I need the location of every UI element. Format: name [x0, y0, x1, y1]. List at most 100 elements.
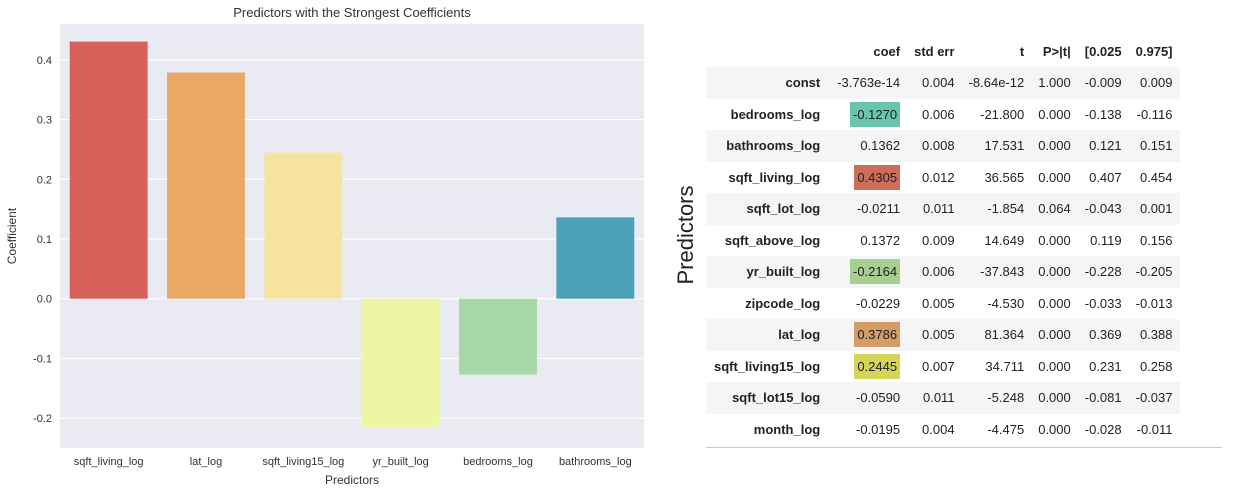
- regression-table: coef std err t P>|t| [0.025 0.975] const…: [706, 36, 1180, 445]
- t-cell: -37.843: [980, 264, 1025, 280]
- x-tick-label: bathrooms_log: [559, 456, 632, 468]
- coef-highlight: -0.2164: [850, 259, 901, 285]
- p-value-cell: 0.000: [1038, 138, 1071, 154]
- std-err-cell: 0.012: [922, 169, 955, 185]
- plot-area: [60, 24, 644, 448]
- table-row: lat_log 0.3786 0.005 81.364 0.000 0.369 0.388: [706, 319, 1180, 351]
- table-row: const -3.763e-14 0.004 -8.64e-12 1.000 -0.009…: [706, 67, 1180, 99]
- col-header-p: P>|t|: [1042, 44, 1071, 59]
- coef-highlight: 0.4305: [854, 164, 901, 190]
- x-tick-label: yr_built_log: [373, 456, 429, 468]
- col-header-t: t: [1019, 44, 1025, 59]
- table-side-label: Predictors: [673, 185, 698, 285]
- coef-cell: -0.0229: [856, 295, 901, 311]
- p-value-cell: 0.064: [1038, 201, 1071, 217]
- coef-cell: -0.0590: [856, 390, 901, 406]
- p-value-cell: 0.000: [1038, 358, 1071, 374]
- std-err-cell: 0.011: [922, 390, 955, 406]
- y-axis-label: Coefficient: [5, 207, 19, 264]
- row-name: sqft_lot15_log: [732, 390, 821, 406]
- col-header-std-err: std err: [914, 44, 955, 59]
- coef-cell: 0.2445: [830, 351, 907, 383]
- x-axis-label: Predictors: [325, 473, 379, 487]
- ci-low-cell: -0.081: [1084, 390, 1122, 406]
- table-row: sqft_living_log 0.4305 0.012 36.565 0.000 0.4…: [706, 161, 1180, 193]
- ci-high-cell: 0.454: [1139, 169, 1173, 185]
- y-tick-label: 0.1: [37, 234, 52, 246]
- table-row: yr_built_log -0.2164 0.006 -37.843 0.000 -0.2…: [706, 256, 1180, 288]
- t-cell: 34.711: [985, 358, 1025, 374]
- col-header-coef: coef: [873, 44, 901, 59]
- ci-high-cell: -0.013: [1135, 295, 1173, 311]
- table-row: zipcode_log -0.0229 0.005 -4.530 0.000 -0.033…: [706, 287, 1180, 319]
- t-cell: 17.531: [984, 138, 1025, 154]
- table-row: sqft_lot15_log -0.0590 0.011 -5.248 0.000 -0.…: [706, 382, 1180, 414]
- y-tick-label: -0.2: [33, 413, 52, 425]
- coef-cell: -0.0195: [856, 421, 901, 437]
- std-err-cell: 0.008: [922, 138, 955, 154]
- row-name: sqft_living_log: [728, 169, 821, 185]
- std-err-cell: 0.005: [922, 295, 955, 311]
- x-tick-label: bedrooms_log: [463, 456, 533, 468]
- bar-bedrooms-log: [459, 298, 537, 375]
- y-tick-label: -0.1: [33, 353, 52, 365]
- ci-low-cell: 0.119: [1090, 232, 1122, 248]
- table-bottom-border: [706, 447, 1222, 448]
- ci-low-cell: -0.033: [1084, 295, 1122, 311]
- ci-low-cell: -0.138: [1084, 106, 1122, 122]
- t-cell: -4.530: [987, 295, 1025, 311]
- table-row: bedrooms_log -0.1270 0.006 -21.800 0.000 -0.1…: [706, 98, 1180, 131]
- row-name: bathrooms_log: [726, 138, 821, 154]
- row-name: sqft_above_log: [724, 232, 821, 248]
- t-cell: -5.248: [987, 390, 1025, 406]
- std-err-cell: 0.007: [922, 358, 955, 374]
- row-name: lat_log: [778, 327, 821, 343]
- ci-high-cell: -0.116: [1136, 106, 1173, 122]
- coef-cell: -0.1270: [830, 99, 907, 131]
- ci-high-cell: 0.258: [1139, 358, 1173, 374]
- ci-low-cell: 0.231: [1089, 358, 1122, 374]
- y-tick-label: 0.0: [37, 294, 52, 306]
- ci-low-cell: 0.369: [1089, 327, 1122, 343]
- p-value-cell: 0.000: [1038, 327, 1071, 343]
- ci-high-cell: 0.388: [1139, 327, 1173, 343]
- std-err-cell: 0.006: [922, 264, 955, 280]
- t-cell: -1.854: [987, 201, 1025, 217]
- coef-cell: 0.3786: [830, 319, 907, 351]
- coef-cell: -0.2164: [830, 256, 907, 288]
- ci-high-cell: 0.151: [1139, 138, 1173, 154]
- p-value-cell: 0.000: [1038, 390, 1071, 406]
- bar-yr-built-log: [361, 298, 440, 428]
- coef-cell: 0.1372: [860, 232, 901, 248]
- row-name: month_log: [753, 421, 821, 437]
- coef-highlight: -0.1270: [850, 101, 901, 127]
- ci-low-cell: -0.228: [1084, 264, 1122, 280]
- col-header-name: [706, 36, 830, 67]
- std-err-cell: 0.009: [922, 232, 955, 248]
- ci-high-cell: 0.009: [1139, 75, 1173, 91]
- x-tick-label: lat_log: [190, 456, 222, 468]
- chart-title: Predictors with the Strongest Coefficien…: [233, 5, 471, 20]
- y-tick-label: 0.2: [37, 174, 52, 186]
- ci-low-cell: -0.009: [1084, 75, 1122, 91]
- coef-cell: -3.763e-14: [837, 75, 901, 91]
- ci-low-cell: -0.028: [1084, 421, 1122, 437]
- ci-low-cell: -0.043: [1084, 201, 1122, 217]
- ci-low-cell: 0.407: [1089, 169, 1122, 185]
- y-tick-label: 0.3: [37, 115, 52, 127]
- table-row: sqft_above_log 0.1372 0.009 14.649 0.000 0.11…: [706, 224, 1180, 256]
- p-value-cell: 0.000: [1038, 295, 1071, 311]
- coef-cell: 0.1362: [860, 138, 901, 154]
- p-value-cell: 0.000: [1038, 421, 1071, 437]
- x-tick-label: sqft_living_log: [74, 456, 144, 468]
- coef-highlight: 0.3786: [854, 322, 901, 348]
- col-header-ci-high: 0.975]: [1135, 44, 1173, 59]
- t-cell: -8.64e-12: [968, 75, 1025, 91]
- std-err-cell: 0.006: [922, 106, 955, 122]
- row-name: sqft_lot_log: [746, 201, 821, 217]
- ci-high-cell: -0.205: [1135, 264, 1173, 280]
- p-value-cell: 0.000: [1038, 106, 1071, 122]
- t-cell: 36.565: [984, 169, 1025, 185]
- p-value-cell: 0.000: [1038, 232, 1071, 248]
- bar-bathrooms-log: [556, 217, 635, 299]
